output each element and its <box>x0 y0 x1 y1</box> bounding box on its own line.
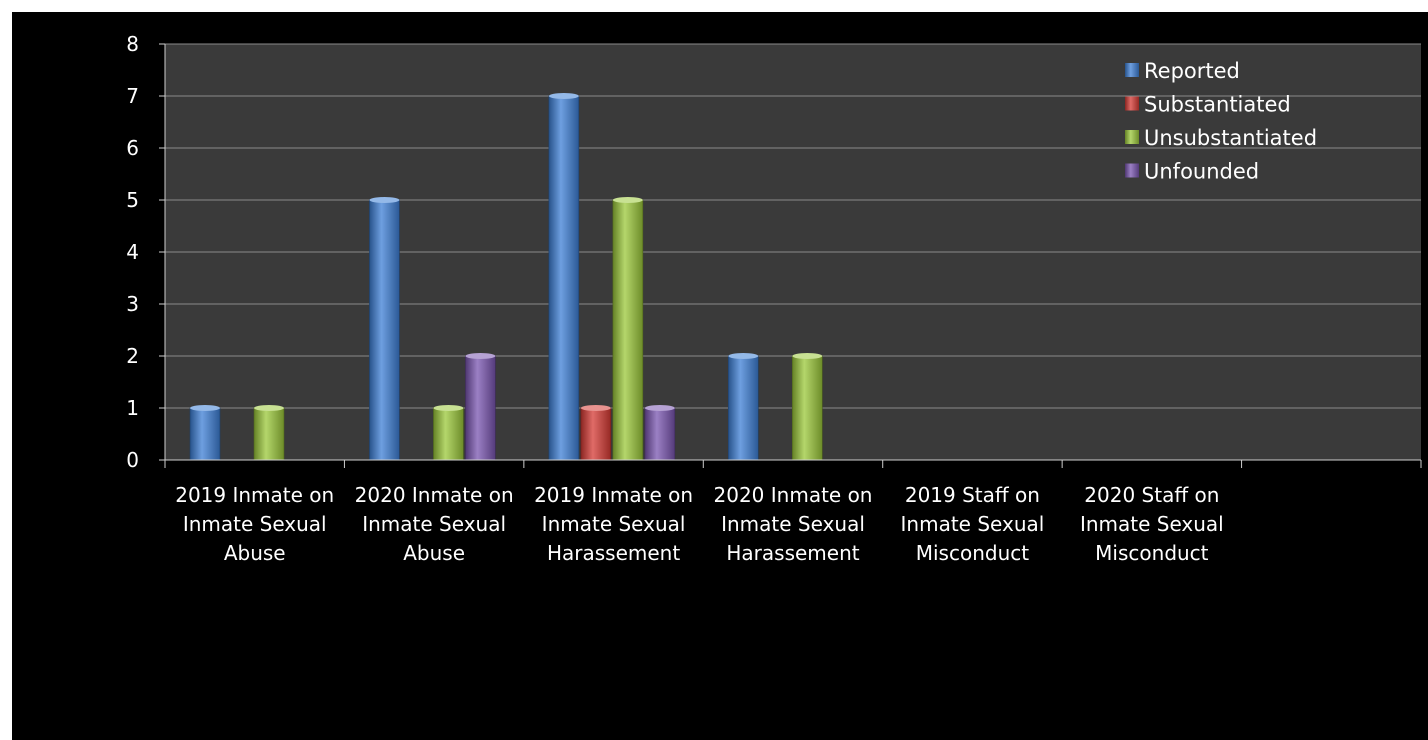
x-axis-labels: 2019 Inmate on Inmate Sexual Abuse 2020 Inm… <box>175 483 1224 565</box>
bar-reported <box>369 199 400 461</box>
legend-swatch-unfounded <box>1125 163 1139 178</box>
bar-top-highlight <box>612 197 643 203</box>
y-tick-label: 8 <box>126 32 139 56</box>
y-axis-ticks: 0 1 2 3 4 5 6 7 8 <box>126 32 165 472</box>
bar-substantiated <box>580 407 612 461</box>
y-tick-label: 5 <box>126 188 139 212</box>
y-tick-label: 7 <box>126 84 139 108</box>
x-category-label: 2019 Inmate on Inmate Sexual Harassement <box>534 483 693 565</box>
legend-label-unsubstantiated: Unsubstantiated <box>1144 126 1317 150</box>
bar-top-highlight <box>254 405 284 411</box>
legend-label-substantiated: Substantiated <box>1144 93 1291 117</box>
bar-top-highlight <box>580 405 611 411</box>
x-category-label: 2019 Inmate on Inmate Sexual Abuse <box>175 483 334 565</box>
bar-top-highlight <box>548 93 579 99</box>
legend-swatch-reported <box>1125 63 1139 77</box>
bar-unsubstantiated <box>612 199 644 461</box>
bar-reported <box>727 355 759 461</box>
bar-top-highlight <box>792 353 823 359</box>
y-tick-label: 1 <box>126 396 139 420</box>
bar-top-highlight <box>190 405 220 411</box>
bar-unfounded <box>465 355 496 461</box>
bar-chart: 0 1 2 3 4 5 6 7 8 2019 Inmate on Inmate Sexual Abu… <box>126 32 1422 565</box>
x-category-label: 2020 Staff on Inmate Sexual Misconduct <box>1080 483 1224 565</box>
bar-top-highlight <box>369 197 400 203</box>
x-category-label: 2020 Inmate on Inmate Sexual Abuse <box>355 483 514 565</box>
bar-reported <box>189 407 221 461</box>
legend-label-unfounded: Unfounded <box>1144 160 1259 184</box>
bar-top-highlight <box>644 405 675 411</box>
chart-frame: 0 1 2 3 4 5 6 7 8 2019 Inmate on Inmate Sexual Abu… <box>12 12 1428 740</box>
y-tick-label: 6 <box>126 136 139 160</box>
bar-unsubstantiated <box>791 355 823 461</box>
bar-top-highlight <box>465 353 496 359</box>
y-tick-label: 3 <box>126 292 139 316</box>
bar-top-highlight <box>728 353 759 359</box>
legend-swatch-unsubstantiated <box>1125 130 1139 144</box>
bar-reported <box>548 95 580 461</box>
bar-top-highlight <box>433 405 464 411</box>
y-tick-label: 0 <box>126 448 139 472</box>
legend-swatch-substantiated <box>1125 96 1139 111</box>
bar-unfounded <box>644 407 676 461</box>
y-tick-label: 4 <box>126 240 139 264</box>
bars <box>189 93 823 461</box>
y-tick-label: 2 <box>126 344 139 368</box>
bar-unsubstantiated <box>433 407 464 461</box>
x-category-label: 2020 Inmate on Inmate Sexual Harassement <box>714 483 873 565</box>
x-category-label: 2019 Staff on Inmate Sexual Misconduct <box>901 483 1045 565</box>
bar-unsubstantiated <box>253 407 285 461</box>
legend: Reported Substantiated Unsubstantiated Unfo… <box>1125 59 1317 184</box>
legend-label-reported: Reported <box>1144 59 1240 83</box>
